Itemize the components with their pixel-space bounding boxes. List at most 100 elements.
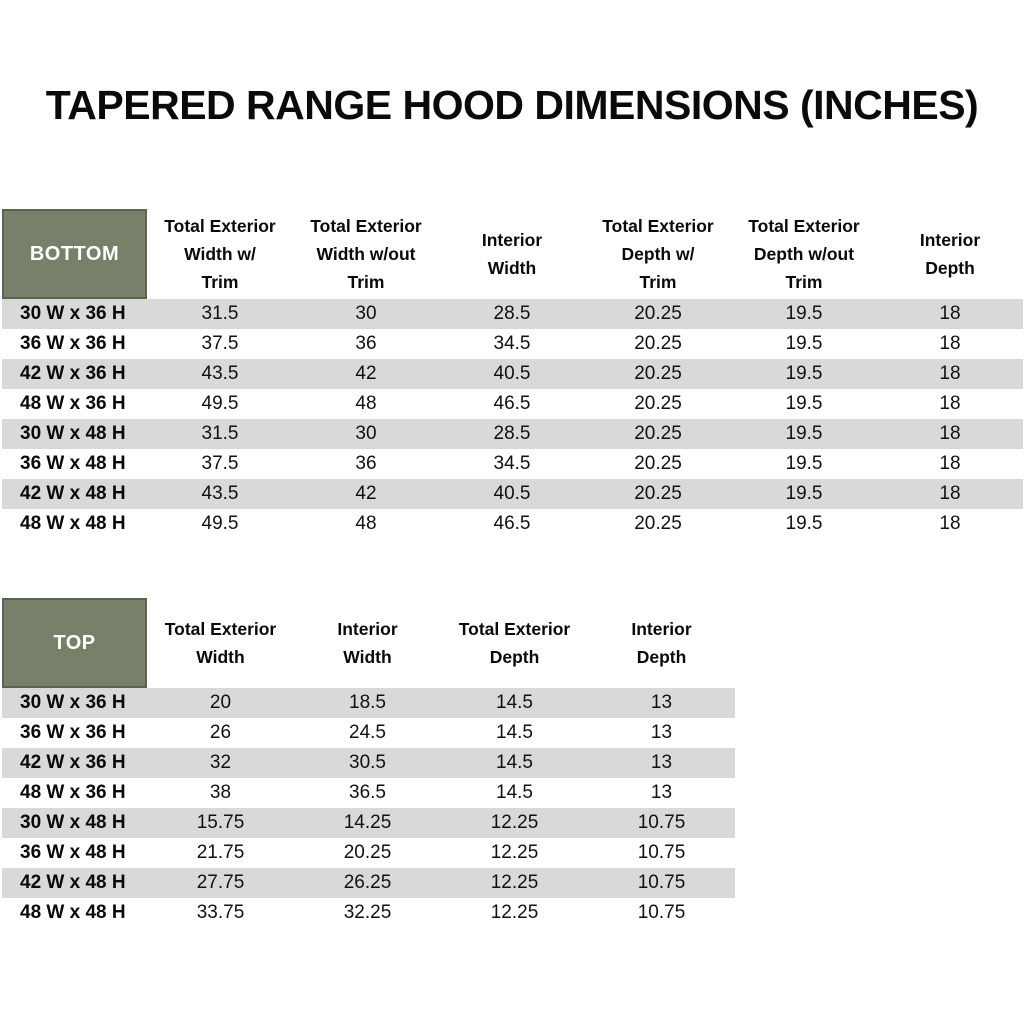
row-label: 30 W x 48 H bbox=[20, 812, 126, 833]
cell-value: 10.75 bbox=[637, 872, 686, 893]
cell-value: 38 bbox=[209, 782, 232, 803]
top-header-row: TOP Total Exterior Width Interior Width … bbox=[2, 598, 735, 688]
table-row: 42 W x 48 H 43.5 42 40.5 20.25 19.5 18 bbox=[2, 479, 1023, 509]
table-row: 42 W x 36 H 32 30.5 14.5 13 bbox=[2, 748, 735, 778]
row-label: 48 W x 48 H bbox=[20, 902, 126, 923]
row-label: 48 W x 36 H bbox=[20, 782, 126, 803]
column-header-total-exterior-width-wout-trim: Total Exterior Width w/out Trim bbox=[310, 216, 422, 292]
top-corner-label: TOP bbox=[2, 598, 147, 688]
bottom-dimensions-table: BOTTOM Total Exterior Width w/ Trim Tota… bbox=[2, 209, 1023, 539]
cell-value: 18 bbox=[939, 513, 961, 534]
cell-value: 20.25 bbox=[634, 423, 682, 444]
table-row: 30 W x 48 H 15.75 14.25 12.25 10.75 bbox=[2, 808, 735, 838]
cell-value: 19.5 bbox=[785, 333, 823, 354]
cell-value: 42 bbox=[355, 483, 377, 504]
cell-value: 36 bbox=[355, 453, 377, 474]
cell-value: 36.5 bbox=[349, 782, 386, 803]
cell-value: 37.5 bbox=[201, 453, 239, 474]
column-header-total-exterior-width: Total Exterior Width bbox=[164, 619, 277, 667]
column-header-interior-depth: Interior Depth bbox=[919, 230, 981, 278]
cell-value: 20.25 bbox=[634, 453, 682, 474]
cell-value: 18.5 bbox=[349, 692, 386, 713]
cell-value: 34.5 bbox=[493, 333, 531, 354]
cell-value: 18 bbox=[939, 363, 961, 384]
cell-value: 10.75 bbox=[637, 812, 686, 833]
table-row: 30 W x 48 H 31.5 30 28.5 20.25 19.5 18 bbox=[2, 419, 1023, 449]
cell-value: 19.5 bbox=[785, 393, 823, 414]
cell-value: 26.25 bbox=[343, 872, 392, 893]
column-header-total-exterior-width-w-trim: Total Exterior Width w/ Trim bbox=[164, 216, 276, 292]
cell-value: 32.25 bbox=[343, 902, 392, 923]
cell-value: 14.25 bbox=[343, 812, 392, 833]
cell-value: 14.5 bbox=[496, 752, 533, 773]
column-header-total-exterior-depth-wout-trim: Total Exterior Depth w/out Trim bbox=[748, 216, 860, 292]
cell-value: 49.5 bbox=[201, 393, 239, 414]
row-label: 42 W x 48 H bbox=[20, 872, 126, 893]
row-label: 36 W x 48 H bbox=[20, 453, 126, 474]
table-row: 36 W x 36 H 37.5 36 34.5 20.25 19.5 18 bbox=[2, 329, 1023, 359]
cell-value: 18 bbox=[939, 303, 961, 324]
cell-value: 20 bbox=[209, 692, 232, 713]
cell-value: 10.75 bbox=[637, 902, 686, 923]
cell-value: 13 bbox=[650, 722, 673, 743]
column-header-interior-width: Interior Width bbox=[481, 230, 543, 278]
table-row: 48 W x 48 H 33.75 32.25 12.25 10.75 bbox=[2, 898, 735, 928]
cell-value: 20.25 bbox=[634, 363, 682, 384]
cell-value: 40.5 bbox=[493, 483, 531, 504]
cell-value: 30 bbox=[355, 303, 377, 324]
cell-value: 26 bbox=[209, 722, 232, 743]
cell-value: 19.5 bbox=[785, 423, 823, 444]
cell-value: 13 bbox=[650, 782, 673, 803]
row-label: 36 W x 36 H bbox=[20, 333, 126, 354]
table-row: 48 W x 36 H 38 36.5 14.5 13 bbox=[2, 778, 735, 808]
cell-value: 19.5 bbox=[785, 483, 823, 504]
table-row: 42 W x 36 H 43.5 42 40.5 20.25 19.5 18 bbox=[2, 359, 1023, 389]
row-label: 48 W x 36 H bbox=[20, 393, 126, 414]
row-label: 42 W x 48 H bbox=[20, 483, 126, 504]
cell-value: 28.5 bbox=[493, 303, 531, 324]
cell-value: 36 bbox=[355, 333, 377, 354]
cell-value: 43.5 bbox=[201, 483, 239, 504]
table-row: 36 W x 48 H 37.5 36 34.5 20.25 19.5 18 bbox=[2, 449, 1023, 479]
table-row: 48 W x 48 H 49.5 48 46.5 20.25 19.5 18 bbox=[2, 509, 1023, 539]
cell-value: 18 bbox=[939, 423, 961, 444]
cell-value: 19.5 bbox=[785, 363, 823, 384]
cell-value: 10.75 bbox=[637, 842, 686, 863]
column-header-interior-width: Interior Width bbox=[337, 619, 398, 667]
row-label: 42 W x 36 H bbox=[20, 752, 126, 773]
cell-value: 18 bbox=[939, 483, 961, 504]
row-label: 30 W x 48 H bbox=[20, 423, 126, 444]
table-row: 30 W x 36 H 31.5 30 28.5 20.25 19.5 18 bbox=[2, 299, 1023, 329]
cell-value: 24.5 bbox=[349, 722, 386, 743]
bottom-corner-label: BOTTOM bbox=[2, 209, 147, 299]
cell-value: 48 bbox=[355, 513, 377, 534]
cell-value: 37.5 bbox=[201, 333, 239, 354]
cell-value: 12.25 bbox=[490, 902, 539, 923]
table-row: 30 W x 36 H 20 18.5 14.5 13 bbox=[2, 688, 735, 718]
cell-value: 18 bbox=[939, 453, 961, 474]
table-row: 36 W x 48 H 21.75 20.25 12.25 10.75 bbox=[2, 838, 735, 868]
cell-value: 12.25 bbox=[490, 842, 539, 863]
cell-value: 18 bbox=[939, 393, 961, 414]
cell-value: 20.25 bbox=[634, 303, 682, 324]
cell-value: 20.25 bbox=[634, 513, 682, 534]
row-label: 30 W x 36 H bbox=[20, 303, 126, 324]
cell-value: 12.25 bbox=[490, 872, 539, 893]
cell-value: 19.5 bbox=[785, 453, 823, 474]
cell-value: 31.5 bbox=[201, 303, 239, 324]
cell-value: 28.5 bbox=[493, 423, 531, 444]
cell-value: 43.5 bbox=[201, 363, 239, 384]
column-header-total-exterior-depth-w-trim: Total Exterior Depth w/ Trim bbox=[602, 216, 714, 292]
cell-value: 13 bbox=[650, 692, 673, 713]
cell-value: 20.25 bbox=[634, 483, 682, 504]
cell-value: 13 bbox=[650, 752, 673, 773]
cell-value: 20.25 bbox=[634, 393, 682, 414]
cell-value: 12.25 bbox=[490, 812, 539, 833]
cell-value: 33.75 bbox=[196, 902, 245, 923]
cell-value: 34.5 bbox=[493, 453, 531, 474]
cell-value: 21.75 bbox=[196, 842, 245, 863]
row-label: 30 W x 36 H bbox=[20, 692, 126, 713]
cell-value: 32 bbox=[209, 752, 232, 773]
cell-value: 42 bbox=[355, 363, 377, 384]
cell-value: 14.5 bbox=[496, 722, 533, 743]
